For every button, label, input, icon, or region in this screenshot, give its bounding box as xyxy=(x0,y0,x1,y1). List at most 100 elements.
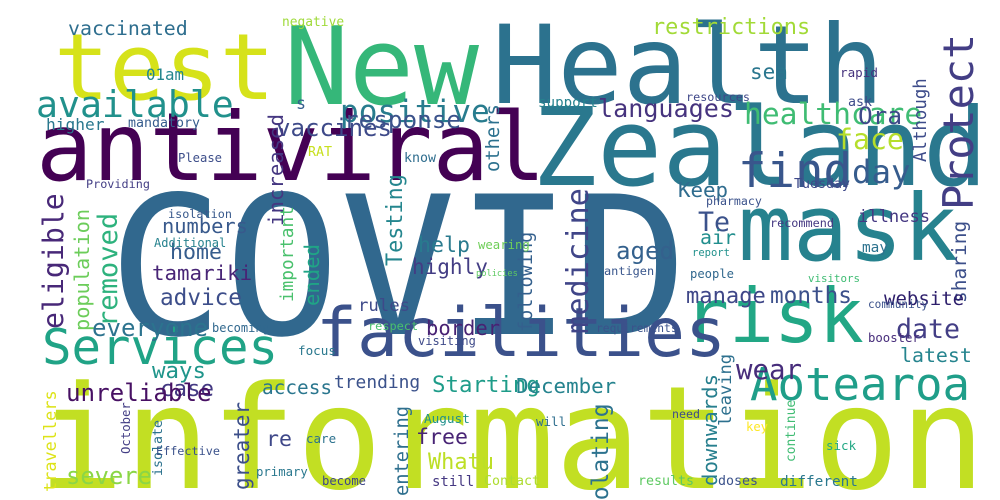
cloud-word: aged xyxy=(616,237,675,265)
cloud-word: December xyxy=(516,374,617,398)
cloud-word: free xyxy=(416,425,469,450)
cloud-word: higher xyxy=(46,115,105,134)
cloud-word: become xyxy=(322,474,367,488)
cloud-word: will xyxy=(536,414,567,429)
cloud-word: Effective xyxy=(156,444,220,458)
cloud-word: recommend xyxy=(770,216,834,230)
cloud-word: mask xyxy=(738,175,959,282)
cloud-word: ask xyxy=(848,95,873,110)
cloud-word: tamariki xyxy=(152,261,253,285)
cloud-word: ended xyxy=(300,244,324,306)
cloud-word: Although xyxy=(911,78,931,162)
cloud-word: focus xyxy=(298,343,336,358)
cloud-word: latest xyxy=(900,344,972,367)
cloud-word: removed xyxy=(93,212,124,327)
cloud-word: date xyxy=(896,314,961,345)
cloud-word: Keep xyxy=(678,178,729,202)
cloud-word: re xyxy=(266,427,293,452)
cloud-word: Aotearoa xyxy=(750,358,971,411)
cloud-word: different xyxy=(780,474,858,490)
cloud-word: booster xyxy=(868,331,920,345)
cloud-word: severe xyxy=(66,462,152,490)
cloud-word: s xyxy=(296,94,306,113)
cloud-word: everyone xyxy=(92,314,209,342)
cloud-word: August xyxy=(424,411,470,426)
cloud-word: need xyxy=(672,407,700,421)
cloud-word: Please xyxy=(178,151,223,165)
cloud-word: Zealand xyxy=(532,85,988,211)
cloud-word: help xyxy=(418,233,471,258)
cloud-word: antiviral xyxy=(36,94,546,203)
cloud-word: policies xyxy=(476,269,518,279)
cloud-word: Testing xyxy=(383,174,408,266)
cloud-word: medicine xyxy=(561,188,596,334)
cloud-word: Additional xyxy=(154,236,227,250)
cloud-word: people xyxy=(690,267,735,281)
cloud-word: trending xyxy=(334,372,421,393)
cloud-word: eligible xyxy=(37,193,70,329)
cloud-word: key xyxy=(746,420,769,434)
cloud-word: border xyxy=(426,316,501,340)
cloud-word: sea xyxy=(750,60,788,84)
cloud-word: months xyxy=(770,283,852,309)
cloud-word: 01am xyxy=(146,65,185,84)
cloud-word: report xyxy=(692,247,730,259)
cloud-word: important xyxy=(278,206,298,302)
cloud-word: ways xyxy=(152,358,206,384)
cloud-word: information xyxy=(38,355,986,500)
cloud-word: antigen xyxy=(604,264,655,278)
cloud-word: manage xyxy=(686,283,766,309)
cloud-word: respect xyxy=(368,319,419,333)
cloud-word: greater xyxy=(230,401,254,490)
cloud-word: website xyxy=(884,288,965,310)
cloud-word: numbers xyxy=(162,214,248,238)
cloud-word: Health xyxy=(492,2,884,129)
cloud-word: COVID xyxy=(108,156,689,380)
cloud-word: home xyxy=(170,240,223,265)
cloud-word: highly xyxy=(412,255,488,279)
cloud-word: unreliable xyxy=(66,379,212,407)
cloud-word: Providing xyxy=(86,177,150,191)
cloud-word: population xyxy=(70,208,94,331)
cloud-word: facilities xyxy=(316,294,726,373)
cloud-word: Services xyxy=(42,319,279,376)
cloud-word: Contact xyxy=(484,474,541,489)
cloud-word: healthcare xyxy=(744,97,923,131)
cloud-word: restrictions xyxy=(652,15,811,40)
cloud-word: still xyxy=(432,474,475,490)
cloud-word: care xyxy=(306,431,337,446)
cloud-word: downwards xyxy=(698,373,722,486)
cloud-word: pharmacy xyxy=(706,194,762,208)
cloud-word: support xyxy=(538,95,598,111)
cloud-word: wearing xyxy=(478,238,530,252)
cloud-word: day xyxy=(852,153,911,191)
cloud-word: access xyxy=(262,376,333,399)
cloud-word: know xyxy=(404,151,437,166)
cloud-word: response xyxy=(344,105,462,134)
cloud-word: air xyxy=(700,226,736,249)
cloud-word: Tuesday xyxy=(794,177,851,192)
cloud-word: results xyxy=(638,474,695,489)
cloud-word: Protect xyxy=(934,33,983,210)
cloud-word: visitors xyxy=(808,272,861,285)
cloud-word: isolating xyxy=(588,403,614,500)
cloud-word: rules xyxy=(358,296,411,316)
cloud-word: others xyxy=(483,104,504,172)
cloud-word: Whatu xyxy=(428,450,494,475)
cloud-word: negative xyxy=(282,15,345,30)
cloud-word: test xyxy=(54,14,276,121)
cloud-word: advice xyxy=(160,285,242,311)
cloud-word: case xyxy=(160,376,214,402)
cloud-word: travellers xyxy=(40,390,60,492)
cloud-word: rapid xyxy=(840,65,878,80)
cloud-word: languages xyxy=(598,94,734,123)
cloud-word: resources xyxy=(686,90,750,104)
cloud-word: risk xyxy=(684,273,864,360)
cloud-word: continue xyxy=(784,399,799,462)
cloud-word: may xyxy=(862,240,888,256)
cloud-word: community xyxy=(868,298,929,311)
cloud-word: Te xyxy=(698,207,731,238)
cloud-word: becoming xyxy=(212,321,270,335)
cloud-word: October xyxy=(119,402,133,454)
